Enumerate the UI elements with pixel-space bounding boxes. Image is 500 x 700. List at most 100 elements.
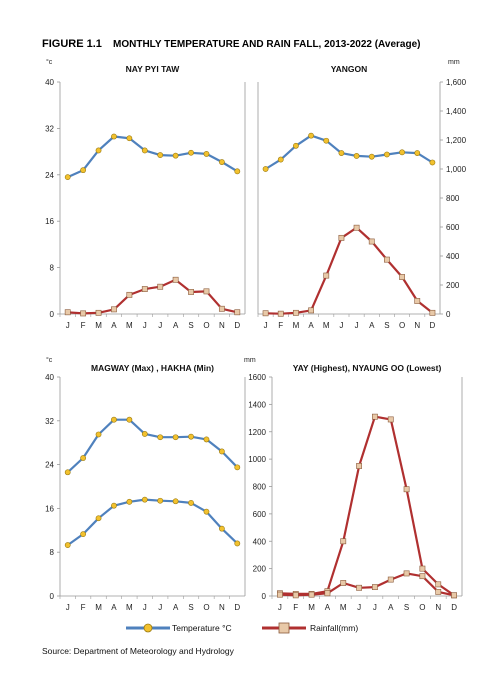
temperature-point (234, 540, 241, 547)
x-tick-label: S (384, 321, 389, 330)
rainfall-point (277, 310, 284, 317)
x-tick-label: F (81, 321, 86, 330)
x-tick-label: A (111, 321, 117, 330)
temperature-series-line (67, 135, 238, 179)
temperature-point (234, 168, 241, 175)
temperature-point (95, 431, 102, 438)
temperature-point (218, 159, 225, 165)
x-tick-label: S (404, 603, 409, 612)
temperature-point (262, 166, 269, 172)
temperature-point (188, 500, 194, 506)
temperature-point (126, 498, 133, 505)
temperature-point (218, 525, 225, 532)
y-tick-label: 1200 (248, 428, 266, 437)
temperature-point (399, 149, 405, 156)
panel-title: MAGWAY (Max) , HAKHA (Min) (91, 363, 214, 373)
x-tick-label: M (95, 321, 102, 330)
x-tick-label: N (435, 603, 441, 612)
y-unit-label: mm (448, 59, 460, 66)
temperature-point (141, 496, 148, 503)
rainfall-point (95, 309, 102, 316)
temperature-point (384, 151, 390, 158)
temperature-point (323, 137, 330, 144)
x-tick-label: M (340, 603, 347, 612)
x-tick-label: A (308, 321, 314, 330)
x-tick-label: A (173, 321, 179, 330)
x-tick-label: S (188, 321, 193, 330)
rainfall-point (308, 307, 314, 314)
temperature-point (64, 469, 71, 476)
rainfall-point (419, 565, 426, 572)
rainfall-point (64, 309, 71, 316)
x-tick-label: F (293, 603, 298, 612)
rainfall-point (157, 283, 164, 290)
legend: Temperature °C Rainfall(mm) (126, 622, 358, 634)
legend-rainfall-marker (278, 622, 290, 634)
temperature-point (172, 498, 179, 505)
rainfall-point (356, 584, 362, 591)
rainfall-point (403, 486, 410, 493)
temperature-point (203, 151, 210, 157)
y-tick-label: 1600 (248, 373, 266, 382)
chart-panel-4: YAY (Highest), NYAUNG OO (Lowest) mm 1600 1… (244, 357, 463, 612)
temperature-point (80, 531, 87, 538)
x-tick-label: J (66, 603, 70, 612)
temperature-point (414, 150, 421, 156)
x-tick-label: N (219, 603, 225, 612)
rainfall-series-line (279, 572, 455, 597)
temperature-point (353, 153, 360, 159)
temperature-point (64, 174, 71, 181)
temperature-point (157, 434, 164, 441)
rainfall-point (356, 463, 362, 469)
y-tick-label: 16 (45, 217, 54, 226)
y-tick-label: 0 (50, 592, 55, 601)
temperature-point (157, 497, 164, 504)
y-tick-label: 200 (446, 281, 460, 290)
y-unit-label: °c (46, 58, 53, 66)
figure-title: MONTHLY TEMPERATURE AND RAIN FALL, 2013-… (113, 39, 420, 50)
x-tick-label: J (264, 321, 268, 330)
rainfall-point (435, 581, 442, 588)
x-tick-label: A (369, 321, 375, 330)
rainfall-point (218, 305, 225, 312)
temperature-point (203, 436, 210, 443)
rainfall-point (234, 309, 241, 316)
rainfall-point (387, 576, 394, 583)
x-tick-label: O (203, 603, 209, 612)
x-tick-label: D (234, 603, 240, 612)
temperature-point (80, 455, 87, 461)
x-tick-label: N (414, 321, 420, 330)
x-tick-label: A (111, 603, 117, 612)
rainfall-point (399, 274, 405, 280)
temperature-point (308, 132, 314, 139)
figure-label: FIGURE 1.1 (42, 38, 102, 50)
rainfall-series-line (67, 278, 238, 315)
rainfall-point (372, 584, 378, 591)
temperature-point (172, 434, 179, 441)
temperature-point (95, 147, 102, 154)
rainfall-point (372, 413, 378, 420)
y-unit-label: mm (244, 357, 256, 364)
temperature-point (188, 433, 194, 440)
rainfall-point (429, 309, 436, 316)
y-tick-label: 24 (45, 461, 54, 470)
y-tick-label: 600 (446, 223, 460, 232)
rainfall-point (172, 276, 179, 283)
y-tick-label: 24 (45, 171, 54, 180)
rainfall-point (80, 310, 87, 317)
x-tick-label: M (126, 603, 133, 612)
temperature-point (64, 542, 71, 548)
y-tick-label: 1400 (248, 400, 266, 409)
rainfall-point (323, 272, 330, 279)
x-tick-label: O (203, 321, 209, 330)
temperature-point (111, 133, 117, 140)
y-tick-label: 8 (50, 548, 55, 557)
panel-title: YANGON (331, 64, 368, 74)
temperature-point (188, 149, 194, 156)
rainfall-point (126, 291, 133, 298)
x-tick-label: F (278, 321, 283, 330)
temperature-point (141, 431, 148, 437)
x-tick-label: J (66, 321, 70, 330)
